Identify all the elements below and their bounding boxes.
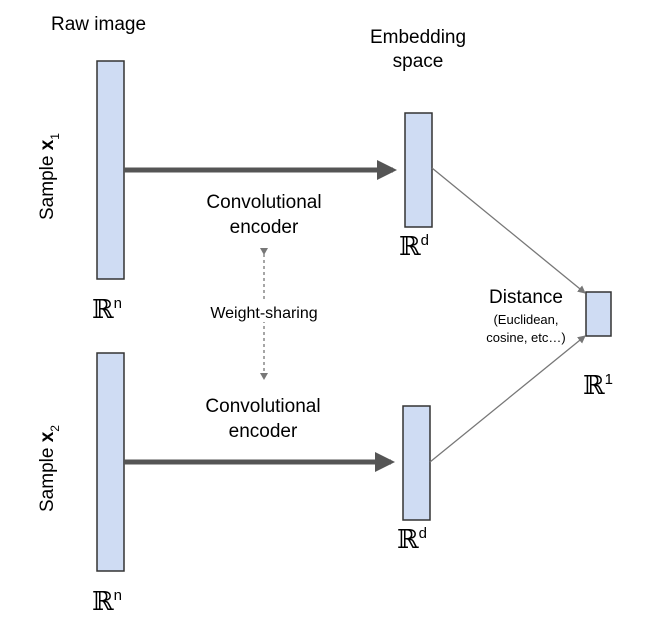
weight-sharing-label: Weight-sharing bbox=[210, 305, 317, 322]
input-space-label-top: ℝn bbox=[92, 295, 122, 325]
input-space-label-bottom: ℝn bbox=[92, 587, 122, 617]
sample-2-label: Sample x2 bbox=[37, 425, 62, 512]
input-vector-1 bbox=[96, 60, 125, 280]
distance-arrow-top bbox=[431, 167, 586, 294]
raw-image-heading: Raw image bbox=[51, 14, 146, 35]
distance-arrow-bottom bbox=[429, 335, 586, 463]
encoder-label-top-line1: Convolutional bbox=[206, 192, 321, 213]
sample-1-label: Sample x1 bbox=[37, 133, 62, 220]
weight-sharing-label-bg bbox=[200, 300, 328, 322]
output-space-label: ℝ1 bbox=[583, 371, 613, 401]
encoder-label-bottom-line2: encoder bbox=[229, 421, 298, 442]
embedding-space-label-bottom: ℝd bbox=[397, 525, 427, 555]
encoder-label-bottom-line1: Convolutional bbox=[205, 396, 320, 417]
embedding-vector-1 bbox=[404, 112, 433, 228]
embedding-space-heading-line1: Embedding bbox=[370, 27, 466, 48]
distance-detail-line1: (Euclidean, bbox=[493, 312, 558, 327]
distance-title: Distance bbox=[489, 287, 563, 308]
encoder-label-top-line2: encoder bbox=[230, 217, 299, 238]
embedding-space-heading-line2: space bbox=[393, 51, 444, 72]
embedding-vector-2 bbox=[402, 405, 431, 521]
input-vector-2 bbox=[96, 352, 125, 572]
distance-detail-line2: cosine, etc…) bbox=[486, 330, 565, 345]
distance-output-box bbox=[585, 291, 612, 337]
embedding-space-label-top: ℝd bbox=[399, 232, 429, 262]
